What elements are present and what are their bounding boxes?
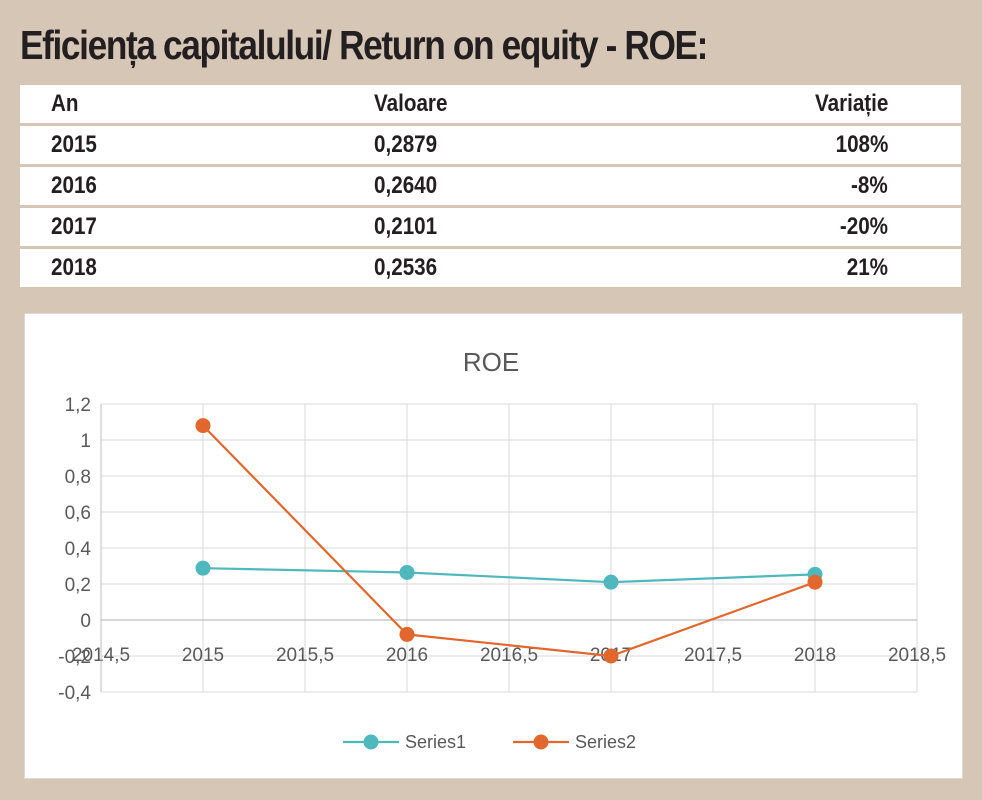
data-point-series2 xyxy=(807,574,823,590)
legend-marker-series2 xyxy=(533,734,549,750)
value-cell: 0,2101 xyxy=(374,213,438,240)
legend-label-series1: Series1 xyxy=(405,732,466,752)
x-tick-label: 2018,5 xyxy=(888,645,946,666)
series-line-series1 xyxy=(202,567,816,584)
column-header-an: An xyxy=(51,90,79,117)
column-header-variatie: Variație xyxy=(814,90,888,117)
value-cell: 0,2536 xyxy=(374,254,438,281)
table-row: 2015 0,2879 108% xyxy=(20,126,961,164)
y-tick-label: -0,2 xyxy=(58,647,91,668)
table-header-row: An Valoare Variație xyxy=(20,85,961,123)
value-cell: 0,2640 xyxy=(374,172,438,199)
y-tick-label: -0,4 xyxy=(58,683,91,704)
x-tick-label: 2018 xyxy=(794,645,836,666)
series-lines xyxy=(195,418,823,664)
data-point-series1 xyxy=(603,574,619,590)
y-tick-label: 0,2 xyxy=(65,575,91,596)
legend-label-series2: Series2 xyxy=(575,732,636,752)
gridlines xyxy=(100,403,918,693)
x-tick-label: 2016 xyxy=(386,645,428,666)
variation-cell: 21% xyxy=(846,254,888,281)
series-line-series2 xyxy=(202,424,816,658)
x-tick-label: 2015 xyxy=(182,645,224,666)
table-row: 2016 0,2640 -8% xyxy=(20,167,961,205)
y-tick-label: 1,2 xyxy=(65,395,91,416)
table-row: 2018 0,2536 21% xyxy=(20,249,961,287)
data-point-series1 xyxy=(195,560,211,576)
data-point-series2 xyxy=(399,626,415,642)
y-tick-label: 0,6 xyxy=(65,503,91,524)
data-point-series2 xyxy=(195,418,211,434)
year-cell: 2017 xyxy=(51,213,97,240)
table-row: 2017 0,2101 -20% xyxy=(20,208,961,246)
variation-cell: -8% xyxy=(851,172,888,199)
legend-marker-series1 xyxy=(363,734,379,750)
chart-title: ROE xyxy=(463,347,519,377)
year-cell: 2016 xyxy=(51,172,97,199)
roe-table: An Valoare Variație 2015 0,2879 108% 201… xyxy=(20,85,961,290)
x-tick-label: 2016,5 xyxy=(480,645,538,666)
y-tick-label: 0 xyxy=(80,611,91,632)
column-header-valoare: Valoare xyxy=(374,90,448,117)
page-title: Eficiența capitalului/ Return on equity … xyxy=(20,22,708,68)
year-cell: 2018 xyxy=(51,254,97,281)
year-cell: 2015 xyxy=(51,131,97,158)
data-point-series2 xyxy=(603,648,619,664)
x-tick-label: 2015,5 xyxy=(276,645,334,666)
variation-cell: 108% xyxy=(835,131,888,158)
x-tick-label: 2017,5 xyxy=(684,645,742,666)
roe-chart: ROE 1,2 1 0,8 0,6 0,4 0,2 0 -0,2 -0,4 2014,5 2015 2… xyxy=(24,313,963,779)
value-cell: 0,2879 xyxy=(374,131,438,158)
y-tick-label: 1 xyxy=(80,431,91,452)
y-tick-label: 0,4 xyxy=(65,539,92,560)
chart-legend: Series1 Series2 xyxy=(343,732,636,752)
variation-cell: -20% xyxy=(839,213,888,240)
y-tick-label: 0,8 xyxy=(65,467,91,488)
data-point-series1 xyxy=(399,564,415,580)
